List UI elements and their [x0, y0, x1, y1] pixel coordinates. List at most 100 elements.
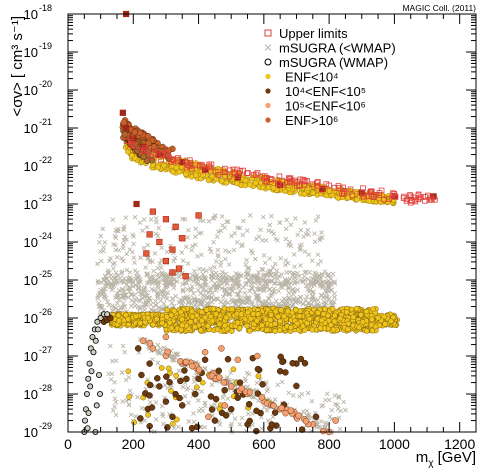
- wmap-below-point: [140, 228, 145, 233]
- wmap-below-point: [223, 248, 228, 253]
- wmap-below-point: [115, 228, 121, 234]
- cross-stroke: [143, 301, 149, 307]
- wmap-below-point: [112, 396, 118, 402]
- wmap-below-point: [112, 275, 118, 281]
- wmap-below-point: [155, 280, 160, 285]
- wmap-below-point: [114, 280, 120, 286]
- cross-stroke: [247, 213, 253, 218]
- wmap-below-point: [153, 417, 159, 422]
- cross-stroke: [145, 242, 151, 248]
- cross-stroke: [331, 279, 337, 285]
- cross-stroke: [108, 377, 114, 382]
- cross-stroke: [258, 377, 263, 383]
- cross-stroke: [126, 279, 131, 285]
- cross-stroke: [285, 260, 291, 266]
- cross-stroke: [286, 390, 292, 396]
- cross-stroke: [206, 218, 212, 224]
- cross-stroke: [234, 298, 240, 304]
- wmap-below-point: [274, 268, 280, 274]
- wmap-below-point: [286, 285, 292, 291]
- cross-stroke: [242, 295, 248, 301]
- wmap-below-point: [128, 303, 134, 309]
- cross-stroke: [275, 276, 281, 282]
- cross-stroke: [127, 247, 133, 252]
- wmap-below-point: [202, 278, 208, 284]
- cross-stroke: [110, 408, 116, 413]
- wmap-below-point: [249, 301, 255, 307]
- wmap-below-point: [97, 290, 103, 296]
- wmap-below-point: [148, 302, 154, 308]
- cross-stroke: [159, 403, 165, 409]
- cross-stroke: [140, 228, 145, 233]
- cross-stroke: [115, 307, 121, 313]
- wmap-below-point: [95, 280, 101, 286]
- cross-stroke: [261, 272, 267, 278]
- cross-stroke: [297, 294, 303, 300]
- cross-stroke: [137, 276, 143, 283]
- cross-stroke: [113, 235, 119, 241]
- wmap-below-point: [141, 217, 147, 222]
- cross-stroke: [113, 270, 119, 276]
- wmap-below-point: [193, 242, 198, 247]
- cross-stroke: [302, 270, 308, 275]
- cross-stroke: [131, 255, 137, 260]
- cross-stroke: [318, 281, 324, 287]
- wmap-below-point: [290, 291, 296, 297]
- wmap-below-point: [202, 282, 208, 288]
- cross-stroke: [214, 234, 220, 239]
- wmap-below-point: [120, 301, 126, 307]
- cross-stroke: [218, 299, 224, 305]
- cross-stroke: [186, 419, 192, 424]
- cross-stroke: [266, 286, 272, 292]
- cross-stroke: [124, 237, 129, 243]
- wmap-below-point: [261, 277, 267, 283]
- wmap-below-point: [110, 408, 116, 413]
- cross-stroke: [118, 279, 124, 284]
- cross-stroke: [302, 249, 308, 254]
- cross-stroke: [232, 416, 238, 421]
- cross-stroke: [136, 285, 142, 291]
- wmap-below-point: [208, 249, 214, 254]
- cross-stroke: [288, 280, 294, 286]
- cross-stroke: [265, 386, 271, 392]
- cross-stroke: [192, 302, 198, 308]
- cross-stroke: [226, 249, 232, 255]
- wmap-below-point: [245, 411, 251, 417]
- wmap-below-point: [230, 299, 236, 305]
- cross-stroke: [159, 288, 165, 294]
- cross-stroke: [332, 280, 338, 286]
- wmap-below-point: [130, 283, 136, 289]
- cross-stroke: [309, 398, 315, 404]
- wmap-below-point: [111, 242, 116, 247]
- cross-stroke: [196, 398, 201, 403]
- cross-stroke: [184, 280, 190, 286]
- cross-stroke: [238, 301, 244, 307]
- cross-stroke: [120, 294, 126, 300]
- wmap-below-point: [246, 265, 252, 271]
- wmap-below-point: [295, 287, 301, 293]
- cross-stroke: [182, 217, 188, 222]
- wmap-below-point: [336, 394, 342, 399]
- wmap-below-point: [283, 258, 289, 263]
- cross-stroke: [98, 258, 104, 264]
- wmap-below-point: [191, 297, 197, 303]
- wmap-below-point: [222, 256, 228, 262]
- cross-stroke: [198, 291, 204, 297]
- cross-stroke: [295, 232, 300, 238]
- cross-stroke: [320, 295, 326, 301]
- cross-stroke: [263, 298, 269, 304]
- wmap-below-point: [330, 271, 336, 277]
- wmap-below-point: [176, 368, 182, 374]
- cross-stroke: [209, 290, 215, 296]
- cross-stroke: [189, 284, 195, 290]
- wmap-below-point: [161, 291, 167, 297]
- wmap-below-point: [216, 281, 221, 287]
- cross-stroke: [305, 412, 310, 418]
- wmap-below-point: [269, 213, 274, 219]
- wmap-below-point: [120, 258, 126, 264]
- cross-stroke: [249, 278, 255, 284]
- cross-stroke: [120, 242, 126, 248]
- cross-stroke: [220, 269, 225, 275]
- wmap-below-point: [116, 297, 122, 303]
- wmap-below-point: [170, 296, 176, 302]
